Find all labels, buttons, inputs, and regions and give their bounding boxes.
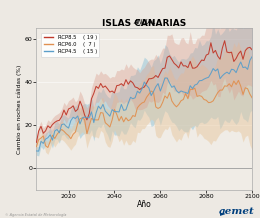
Title: ISLAS CANARIAS: ISLAS CANARIAS [102,19,186,28]
X-axis label: Año: Año [137,200,152,209]
Text: aemet: aemet [219,207,255,216]
Text: © Agencia Estatal de Meteorología: © Agencia Estatal de Meteorología [5,213,67,217]
Text: ►: ► [219,211,225,217]
Y-axis label: Cambio en noches cálidas (%): Cambio en noches cálidas (%) [16,64,22,154]
Text: ANUAL: ANUAL [133,19,156,25]
Legend: RCP8.5    ( 19 ), RCP6.0    (  7 ), RCP4.5    ( 15 ): RCP8.5 ( 19 ), RCP6.0 ( 7 ), RCP4.5 ( 15… [41,33,99,56]
